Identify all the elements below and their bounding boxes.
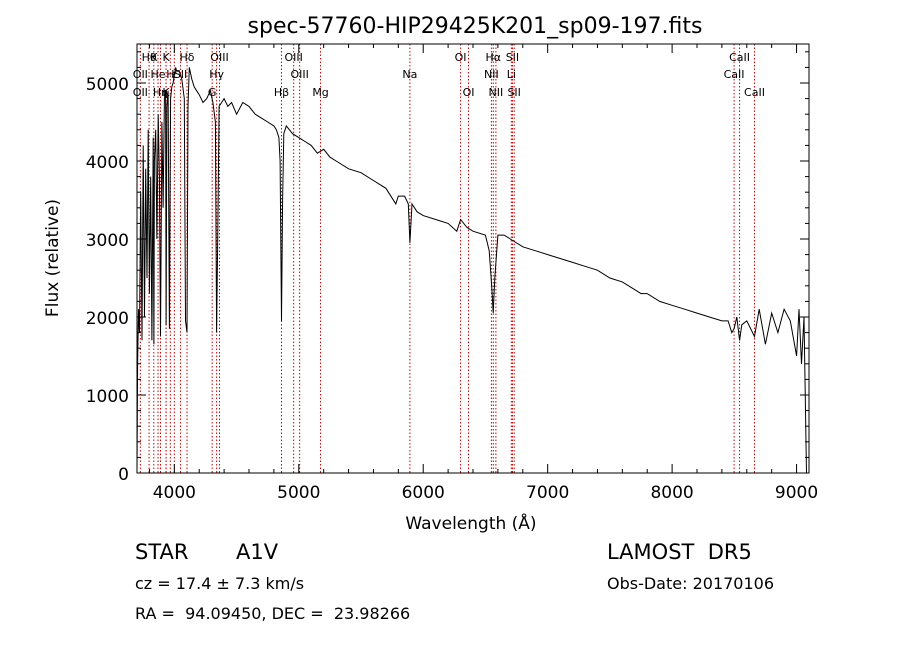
coordinates-label: RA = 94.09450, DEC = 23.98266	[135, 604, 411, 623]
line-label: K	[163, 51, 171, 64]
x-axis-ticks: 4000 5000 6000 7000 8000 9000	[148, 44, 818, 503]
line-markers	[139, 44, 755, 473]
line-label: OIII	[284, 51, 302, 64]
line-label: Hα	[486, 51, 502, 64]
line-label: OII	[133, 68, 148, 81]
spectral-type-label: A1V	[236, 540, 279, 564]
line-label: Na	[402, 68, 417, 81]
line-label: OIII	[290, 68, 308, 81]
x-tick-label: 8000	[650, 483, 693, 503]
line-label: CaII	[744, 86, 765, 99]
x-tick-label: 6000	[402, 483, 445, 503]
y-tick-label: 4000	[86, 153, 129, 173]
line-label: CaII	[729, 51, 750, 64]
line-label: SII	[507, 86, 520, 99]
line-label: He	[151, 68, 166, 81]
line-label: Hγ	[209, 68, 224, 81]
line-label: OI	[463, 86, 475, 99]
line-label: OIII	[210, 51, 228, 64]
x-tick-label: 9000	[775, 483, 818, 503]
x-axis-label: Wavelength (Å)	[405, 512, 536, 534]
obs-date-label: Obs-Date: 20170106	[607, 574, 775, 593]
line-label: Li	[507, 68, 516, 81]
plot-frame	[136, 43, 810, 474]
line-label: K	[150, 51, 158, 64]
redshift-label: cz = 17.4 ± 7.3 km/s	[135, 574, 305, 593]
line-label: OII	[133, 86, 148, 99]
line-label: Hβ	[274, 86, 289, 99]
object-class-label: STAR	[135, 540, 189, 564]
y-tick-label: 2000	[86, 309, 129, 329]
y-tick-label: 1000	[86, 387, 129, 407]
line-label: Hθ	[142, 51, 157, 64]
line-label: Mg	[312, 86, 328, 99]
x-tick-label: 5000	[277, 483, 320, 503]
y-tick-label: 3000	[86, 231, 129, 251]
survey-label: LAMOST DR5	[607, 540, 752, 564]
line-label: OI	[455, 51, 467, 64]
line-label: NII	[489, 86, 504, 99]
line-label: Hδ	[180, 51, 195, 64]
line-label: NII	[484, 68, 499, 81]
y-tick-label: 0	[118, 465, 129, 485]
chart-title: spec-57760-HIP29425K201_sp09-197.fits	[248, 14, 703, 39]
line-label: CaII	[724, 68, 745, 81]
y-axis-label: Flux (relative)	[43, 199, 63, 317]
line-label: H	[166, 68, 174, 81]
x-tick-label: 4000	[153, 483, 196, 503]
x-tick-label: 7000	[526, 483, 569, 503]
line-label: G	[208, 86, 217, 99]
y-tick-label: 5000	[86, 75, 129, 95]
line-label: SII	[506, 51, 519, 64]
y-axis-ticks: 0 1000 2000 3000 4000 5000	[86, 51, 809, 485]
spectrum-line	[136, 67, 807, 474]
line-label: K	[162, 86, 170, 99]
